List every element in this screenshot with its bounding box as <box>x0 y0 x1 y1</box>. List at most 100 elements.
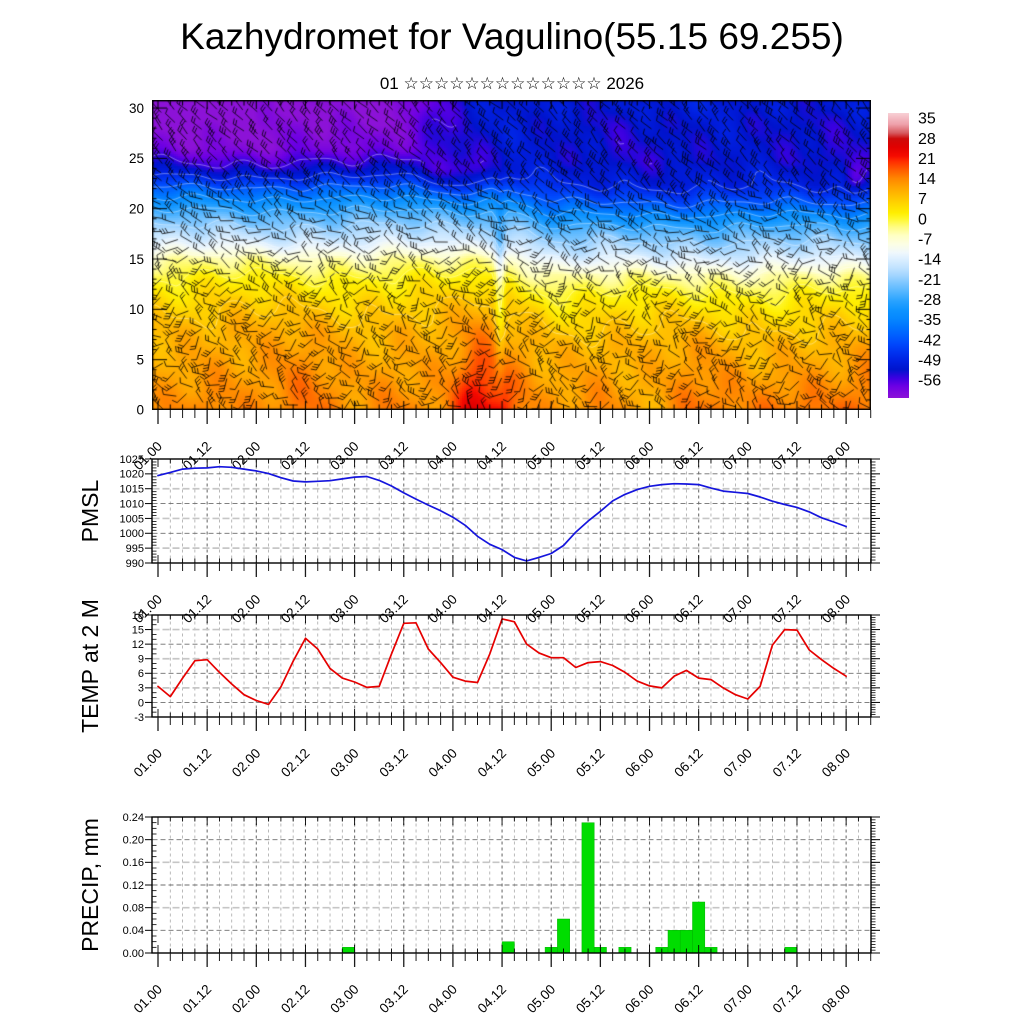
x-tick-label: 06.00 <box>622 439 657 474</box>
y-tick-label: 30 <box>129 101 144 116</box>
y-tick-label: 18 <box>132 610 144 622</box>
colorbar-tick-label: 21 <box>918 151 936 168</box>
x-axis-labels: 01.00 01.12 02.00 02.12 03.00 03.12 04.00 04.12… <box>131 982 854 1017</box>
x-tick-label: 03.12 <box>376 746 411 781</box>
colorbar-tick-label: -21 <box>918 272 941 289</box>
x-tick-label: 05.00 <box>524 439 559 474</box>
colorbar-tick-label: -35 <box>918 312 941 329</box>
x-tick-label: 07.00 <box>720 592 755 627</box>
x-tick-label: 03.12 <box>376 592 411 627</box>
y-tick-label: -3 <box>134 712 144 724</box>
x-tick-label: 01.00 <box>131 746 166 781</box>
x-tick-label: 05.12 <box>573 746 608 781</box>
precip-bar <box>581 822 595 954</box>
temp-axis-title: TEMP at 2 M <box>77 599 103 733</box>
y-tick-label: 0.04 <box>123 925 144 937</box>
x-tick-label: 06.00 <box>622 592 657 627</box>
cross-section-canvas <box>152 100 871 410</box>
colorbar-tick-label: -28 <box>918 292 941 309</box>
x-tick-label: 02.12 <box>278 439 313 474</box>
colorbar: 35 28 21 14 7 0 -7 -14 -21 -28 -35 -42 -49 -56 <box>888 111 941 398</box>
x-tick-label: 01.12 <box>180 982 215 1017</box>
precip-bar <box>784 947 798 954</box>
colorbar-tick-label: -7 <box>918 232 932 249</box>
cross-section-axis: 01.00 01.12 02.00 02.12 03.00 03.12 04.00 04.12… <box>129 101 872 474</box>
y-tick-label: 1015 <box>120 484 144 496</box>
precip-bar <box>501 941 515 954</box>
x-tick-label: 03.12 <box>376 439 411 474</box>
y-tick-label: 1020 <box>120 469 144 481</box>
page-title: Kazhydromet for Vagulino(55.15 69.255) <box>180 16 844 57</box>
temp-panel: 18 15 12 9 6 3 0 -3 01.00 01.12 02.00 02.12 03.00 03.… <box>77 599 880 780</box>
colorbar-tick-label: 0 <box>918 211 927 228</box>
x-tick-label: 07.12 <box>770 746 805 781</box>
x-tick-label: 06.12 <box>671 592 706 627</box>
y-tick-label: 0 <box>136 403 144 418</box>
y-tick-label: 0.16 <box>123 857 144 869</box>
y-tick-label: 995 <box>126 543 144 555</box>
x-tick-label: 01.00 <box>131 982 166 1017</box>
x-tick-label: 02.00 <box>229 592 264 627</box>
y-tick-label: 0.00 <box>123 948 144 960</box>
x-tick-label: 08.00 <box>819 746 854 781</box>
x-tick-label: 04.00 <box>426 592 461 627</box>
precip-axis-title: PRECIP, mm <box>77 818 103 952</box>
y-tick-label: 15 <box>129 252 144 267</box>
precip-panel: 0.24 0.20 0.16 0.12 0.08 0.04 0.00 01.00 01.12 02… <box>77 812 880 1016</box>
x-tick-label: 04.12 <box>475 982 510 1017</box>
y-tick-label: 0 <box>138 697 144 709</box>
pmsl-axis-title: PMSL <box>77 479 103 542</box>
x-axis-labels: 01.00 01.12 02.00 02.12 03.00 03.12 04.00 04.12… <box>131 746 854 781</box>
colorbar-gradient <box>888 113 909 398</box>
x-tick-label: 06.00 <box>622 746 657 781</box>
y-tick-label: 10 <box>129 302 144 317</box>
x-tick-label: 01.12 <box>180 746 215 781</box>
x-tick-label: 07.00 <box>720 982 755 1017</box>
y-tick-label: 3 <box>138 683 144 695</box>
x-tick-label: 05.12 <box>573 592 608 627</box>
x-tick-label: 01.12 <box>180 592 215 627</box>
y-tick-label: 9 <box>138 654 144 666</box>
precip-bar <box>342 947 355 954</box>
y-tick-label: 1000 <box>120 528 144 540</box>
colorbar-tick-label: 28 <box>918 131 936 148</box>
pmsl-series-line <box>157 465 847 562</box>
x-tick-label: 07.00 <box>720 746 755 781</box>
y-tick-label: 1010 <box>120 498 144 510</box>
panel-border <box>151 458 872 564</box>
colorbar-tick-label: -14 <box>918 252 941 269</box>
x-tick-label: 03.00 <box>327 746 362 781</box>
y-tick-label: 25 <box>129 151 144 166</box>
x-tick-label: 03.00 <box>327 439 362 474</box>
y-tick-label: 6 <box>138 668 144 680</box>
y-tick-label: 1005 <box>120 513 144 525</box>
x-tick-label: 04.00 <box>426 982 461 1017</box>
date-subtitle: 01 ☆☆☆☆☆☆☆☆☆☆☆☆☆ 2026 <box>379 74 645 93</box>
y-tick-label: 0.08 <box>123 903 144 915</box>
y-tick-label: 990 <box>126 558 144 570</box>
colorbar-tick-label: -42 <box>918 332 941 349</box>
x-tick-label: 02.12 <box>278 982 313 1017</box>
y-tick-label: 0.20 <box>123 835 144 847</box>
colorbar-tick-label: -56 <box>918 373 941 390</box>
precip-bar <box>557 918 570 954</box>
x-tick-label: 04.12 <box>475 746 510 781</box>
y-tick-label: 0.12 <box>123 880 144 892</box>
x-tick-label: 03.00 <box>327 982 362 1017</box>
precip-bars <box>342 822 798 954</box>
panel-border <box>151 816 872 954</box>
x-tick-label: 07.12 <box>770 439 805 474</box>
panel-border <box>151 614 872 718</box>
x-tick-label: 06.12 <box>671 439 706 474</box>
x-tick-label: 06.00 <box>622 982 657 1017</box>
x-tick-label: 07.12 <box>770 982 805 1017</box>
colorbar-tick-label: -49 <box>918 352 941 369</box>
x-tick-label: 04.12 <box>475 439 510 474</box>
temp-series-line <box>157 618 847 706</box>
x-tick-label: 03.12 <box>376 982 411 1017</box>
x-axis-labels: 01.00 01.12 02.00 02.12 03.00 03.12 04.00 04.12… <box>131 592 854 627</box>
x-tick-label: 05.00 <box>524 982 559 1017</box>
